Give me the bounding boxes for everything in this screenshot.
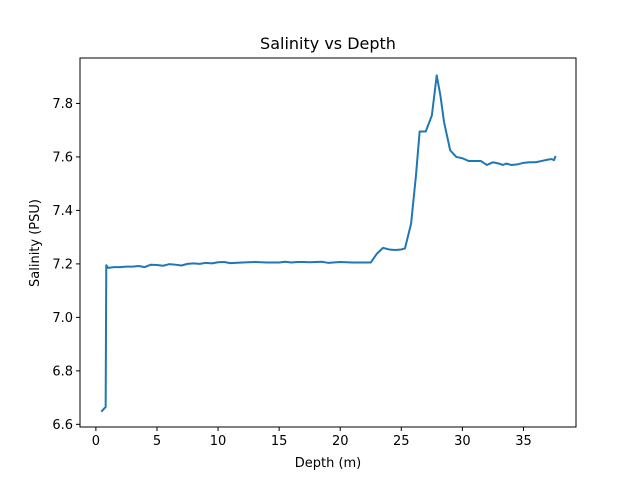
y-tick-label-5: 7.6	[52, 150, 73, 165]
series-line-0	[100, 74, 557, 413]
x-tick-label-5: 25	[393, 434, 410, 449]
y-tick-label-1: 6.8	[52, 364, 73, 379]
y-tick-label-6: 7.8	[52, 97, 73, 112]
y-tick-label-4: 7.4	[52, 204, 73, 219]
y-tick-label-3: 7.2	[52, 257, 73, 272]
x-tick-label-2: 10	[210, 434, 227, 449]
x-tick-label-0: 0	[92, 434, 100, 449]
plot-area: 0 5 10 15 20 25 30 35 6.6 6.8 7.0 7.2 7.4 7.6 7.8	[52, 57, 577, 449]
y-tick-label-2: 7.0	[52, 311, 73, 326]
chart-title: Salinity vs Depth	[260, 34, 396, 53]
axes-frame	[79, 57, 577, 428]
x-tick-label-7: 35	[515, 434, 532, 449]
x-axis-label: Depth (m)	[295, 456, 362, 471]
y-tick-label-0: 6.6	[52, 418, 73, 433]
y-axis-label: Salinity (PSU)	[28, 199, 43, 287]
x-tick-label-1: 5	[153, 434, 161, 449]
x-tick-label-6: 30	[454, 434, 471, 449]
x-tick-label-3: 15	[271, 434, 288, 449]
x-tick-label-4: 20	[332, 434, 349, 449]
